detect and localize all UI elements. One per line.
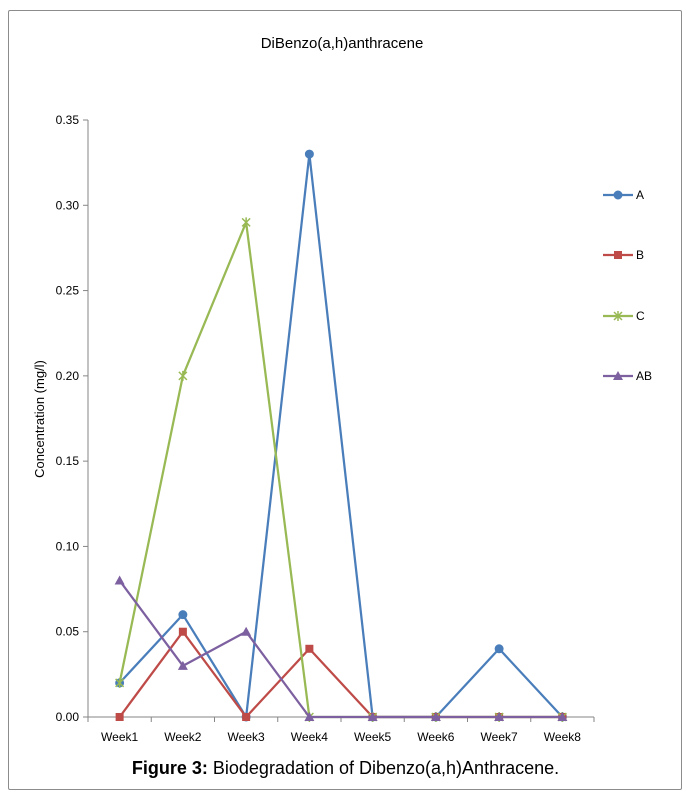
legend-label: B xyxy=(636,248,644,262)
caption-text: Biodegradation of Dibenzo(a,h)Anthracene… xyxy=(207,758,560,778)
series-ab xyxy=(114,575,568,721)
chart-frame xyxy=(8,10,682,790)
x-tick-label: Week3 xyxy=(228,730,265,744)
data-point xyxy=(367,712,378,721)
legend-label: C xyxy=(636,309,645,323)
chart-title: DiBenzo(a,h)anthracene xyxy=(261,35,424,52)
legend-item-a: A xyxy=(603,188,644,202)
legend-item-ab: AB xyxy=(603,369,652,383)
legend-item-c: C xyxy=(603,309,645,323)
y-tick-label: 0.20 xyxy=(56,369,80,383)
data-point xyxy=(557,712,568,721)
x-tick-label: Week1 xyxy=(101,730,138,744)
legend-marker xyxy=(614,251,622,259)
data-point xyxy=(494,644,504,654)
y-tick-label: 0.00 xyxy=(56,710,80,724)
x-tick-label: Week7 xyxy=(481,730,518,744)
legend-marker xyxy=(613,311,623,321)
series-line-ab xyxy=(118,579,563,719)
series-line-b xyxy=(118,630,563,719)
data-point xyxy=(304,149,314,159)
series-layer xyxy=(114,149,568,722)
y-tick-label: 0.25 xyxy=(56,284,80,298)
figure-caption: Figure 3: Biodegradation of Dibenzo(a,h)… xyxy=(0,758,691,779)
y-tick-label: 0.35 xyxy=(56,113,80,127)
x-tick-label: Week6 xyxy=(417,730,454,744)
series-line-c xyxy=(118,221,563,719)
data-point xyxy=(241,217,251,228)
legend-label: A xyxy=(636,188,644,202)
data-point xyxy=(114,575,125,585)
legend-label: AB xyxy=(636,369,652,383)
x-tick-label: Week4 xyxy=(291,730,328,744)
axes: 0.00 0.05 0.10 0.15 0.20 0.25 0.30 0.35 Week1 Wee… xyxy=(56,113,595,744)
data-point xyxy=(178,610,188,620)
caption-label: Figure 3: xyxy=(131,758,208,778)
y-tick-label: 0.30 xyxy=(56,198,80,212)
x-tick-label: Week2 xyxy=(164,730,201,744)
data-point xyxy=(115,713,124,721)
data-point xyxy=(430,712,441,721)
data-point xyxy=(177,660,188,670)
data-point xyxy=(305,644,314,653)
legend-marker xyxy=(613,190,623,200)
y-tick-label: 0.10 xyxy=(56,539,80,553)
legend-marker xyxy=(613,371,623,380)
y-tick-label: 0.15 xyxy=(56,454,80,468)
data-point xyxy=(178,370,188,381)
x-tick-label: Week5 xyxy=(354,730,391,744)
y-axis-label: Concentration (mg/l) xyxy=(32,360,47,478)
x-tick-label: Week8 xyxy=(544,730,581,744)
y-tick-label: 0.05 xyxy=(56,625,80,639)
data-point xyxy=(178,627,187,636)
data-point xyxy=(304,712,315,721)
data-point xyxy=(494,712,505,721)
series-line-a xyxy=(118,152,564,719)
legend-item-b: B xyxy=(603,248,644,262)
data-point xyxy=(241,626,252,636)
data-point xyxy=(115,677,125,688)
series-b xyxy=(115,627,567,721)
data-point xyxy=(242,713,251,721)
